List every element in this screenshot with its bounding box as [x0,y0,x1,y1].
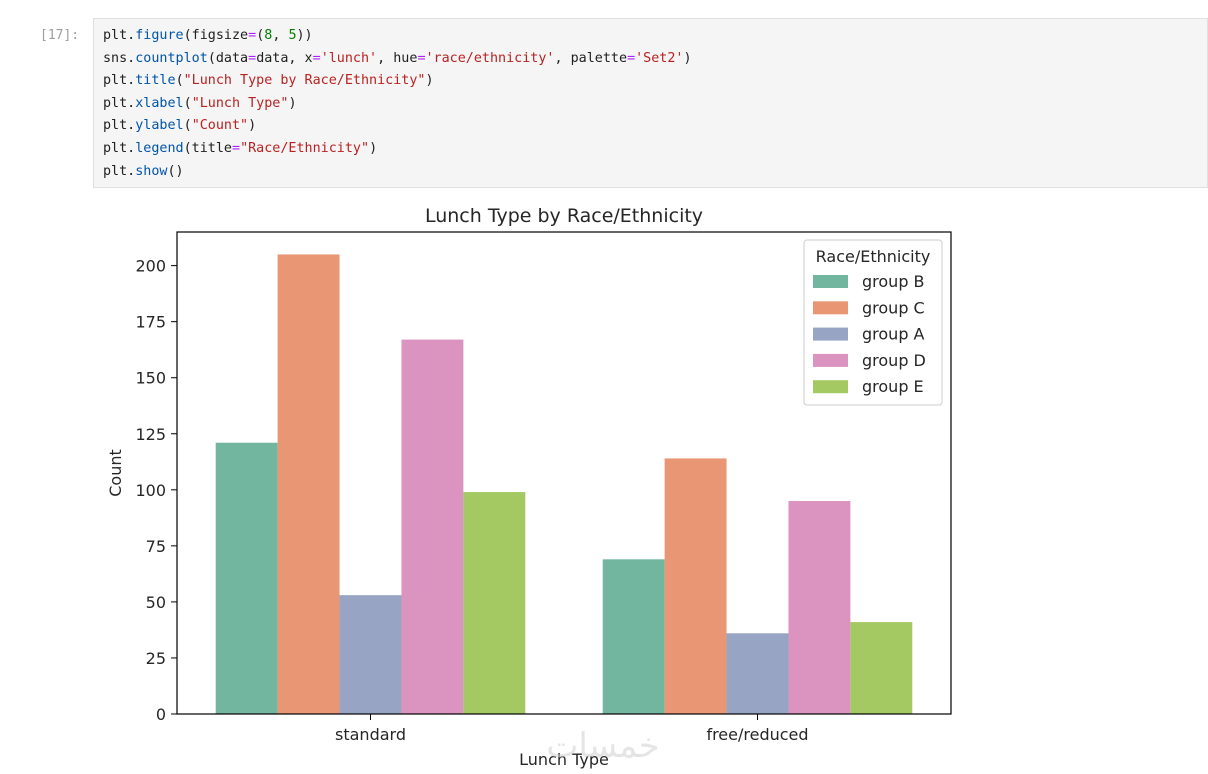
code-token: ) [683,50,692,66]
code-cell[interactable]: plt.figure(figsize=(8, 5)) sns.countplot(… [93,18,1208,188]
legend-label: group D [862,351,926,370]
output-area: Lunch Type by Race/Ethnicity 0 25 50 75 100 12… [93,195,973,774]
legend-label: group A [862,325,925,344]
code-token: () [167,163,184,179]
code-line: sns.countplot(data=data, x='lunch', hue=… [103,48,1207,71]
y-tick-label: 25 [146,649,166,668]
x-axis-label: Lunch Type [519,750,609,769]
bar-group-c-standard [277,254,340,714]
code-token: ( [183,95,192,111]
code-line: plt.xlabel("Lunch Type") [103,93,1207,116]
chart-title: Lunch Type by Race/Ethnicity [425,205,703,227]
code-token: xlabel [135,95,184,111]
y-tick-label: 125 [135,425,166,444]
y-tick-label: 150 [135,369,166,388]
bar-group-d-free-reduced [788,501,851,714]
code-token: (title [183,140,232,156]
code-token: ( [256,28,265,43]
legend-swatch [813,327,848,341]
bar-group-d-standard [401,339,464,714]
code-token: = [248,28,257,43]
code-line: plt.show() [103,161,1207,184]
legend-label: group C [862,298,925,317]
code-token: ( [183,118,192,134]
code-token: (figsize [183,28,249,43]
bar-group-a-free-reduced [726,633,789,714]
code-token: ) [248,118,257,134]
legend-swatch [813,380,848,394]
x-tick-label: standard [335,725,406,744]
code-token: ( [175,73,184,89]
y-tick-label: 100 [135,481,166,500]
y-tick-label: 75 [146,537,166,556]
code-token: , hue [377,50,418,66]
code-token: plt. [103,163,136,179]
code-token: show [135,163,168,179]
code-token: plt. [103,95,136,111]
code-line: plt.figure(figsize=(8, 5)) [103,25,1207,48]
x-tick-label: free/reduced [706,725,808,744]
y-tick-label: 175 [135,313,166,332]
code-token: = [627,50,636,66]
cell-prompt: [17]: [40,28,80,43]
code-token: = [232,140,241,156]
code-token: "Count" [191,118,249,134]
code-token: 'lunch' [320,50,378,66]
code-token: "Lunch Type by Race/Ethnicity" [183,73,426,89]
bar-group-a-standard [339,595,402,714]
code-token: plt. [103,118,136,134]
code-token: ) [288,95,297,111]
code-token: sns. [103,50,136,66]
code-token: )) [296,28,313,43]
y-tick-label: 200 [135,257,166,276]
code-token: 5 [288,28,297,43]
code-line: plt.title("Lunch Type by Race/Ethnicity"… [103,70,1207,93]
legend-title: Race/Ethnicity [816,247,931,266]
bar-group-c-free-reduced [664,458,727,714]
code-editor[interactable]: plt.figure(figsize=(8, 5)) sns.countplot(… [103,25,1207,183]
legend-swatch [813,353,848,367]
legend-swatch [813,275,848,288]
code-line: plt.ylabel("Count") [103,115,1207,138]
code-token: ylabel [135,118,184,134]
legend-swatch [813,301,848,315]
code-token: plt. [103,28,136,43]
code-line: plt.legend(title="Race/Ethnicity") [103,138,1207,161]
code-token: figure [135,28,184,43]
code-token: = [312,50,321,66]
code-token: countplot [135,50,208,66]
code-token: = [417,50,426,66]
bar-group-e-standard [463,492,526,714]
bar-group-b-free-reduced [602,559,665,714]
bar-group-e-free-reduced [850,622,913,714]
y-axis-label: Count [106,449,125,497]
code-token: (data [207,50,249,66]
code-token: ) [425,73,434,89]
y-tick-label: 50 [146,593,166,612]
legend-label: group B [862,272,925,291]
code-token: plt. [103,140,136,156]
legend-label: group E [862,377,924,396]
code-token: ) [369,140,378,156]
code-token: , palette [554,50,628,66]
code-token: "Lunch Type" [191,95,289,111]
code-token: = [248,50,257,66]
code-token: 'Set2' [635,50,684,66]
code-token: plt. [103,73,136,89]
bar-chart: Lunch Type by Race/Ethnicity 0 25 50 75 100 12… [106,205,952,769]
plot-frame [176,231,952,715]
code-token: title [135,73,176,89]
code-token: "Race/Ethnicity" [240,140,370,156]
watermark: خمسات [546,726,659,766]
bar-group-b-standard [215,442,278,714]
code-token: 8 [264,28,273,43]
y-tick-label: 0 [156,705,166,724]
code-token: legend [135,140,184,156]
code-token: data, x [256,50,313,66]
code-token: 'race/ethnicity' [425,50,555,66]
code-token: , [272,28,289,43]
